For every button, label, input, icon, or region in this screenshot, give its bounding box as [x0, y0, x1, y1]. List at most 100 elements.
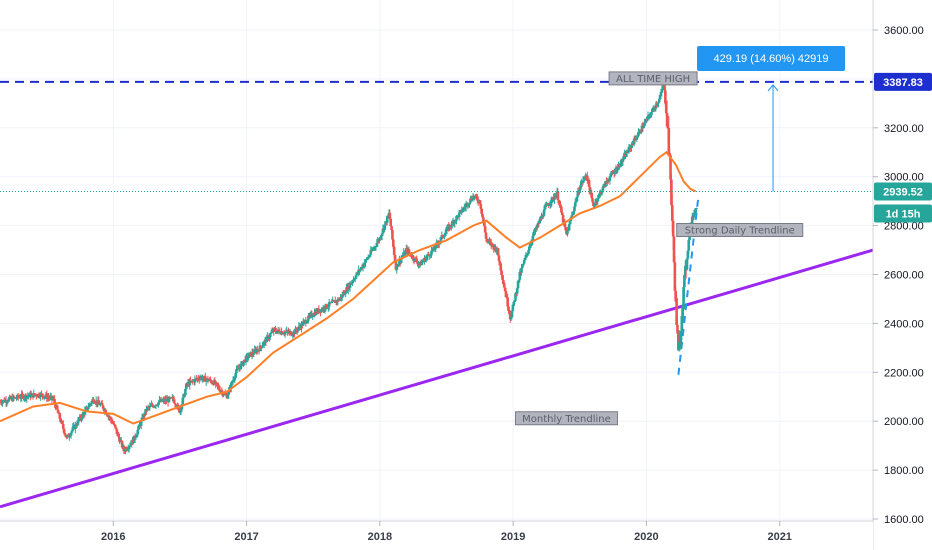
price-tick-label: 3200.00	[884, 123, 924, 135]
candle-body	[567, 230, 570, 232]
candle-body	[62, 428, 66, 434]
candle-body	[497, 255, 501, 262]
candle-body	[48, 396, 52, 399]
price-tag-bg	[874, 182, 932, 201]
candle-body	[282, 333, 286, 335]
candle-body	[478, 200, 482, 204]
candle-body	[692, 213, 696, 218]
candle-body	[160, 399, 164, 402]
candle-body	[202, 376, 205, 379]
candle-body	[269, 332, 273, 334]
candle-body	[601, 186, 605, 191]
candle-body	[204, 379, 208, 382]
candle-body	[297, 326, 301, 329]
candle-body	[572, 211, 575, 214]
price-tick-label: 2200.00	[884, 367, 924, 379]
candle-body	[502, 283, 506, 288]
candle-body	[640, 125, 644, 132]
candle-body	[528, 244, 532, 249]
candle-body	[344, 292, 347, 294]
candle-body	[286, 330, 289, 332]
candle-body	[302, 320, 306, 322]
candle-body	[341, 294, 345, 296]
candle-body	[33, 393, 36, 395]
candle-body	[262, 341, 266, 345]
candle-body	[325, 304, 328, 308]
candle-body	[592, 202, 595, 207]
candle-body	[136, 429, 140, 435]
candle-body	[43, 396, 47, 398]
candle-body	[93, 402, 97, 404]
monthly-trendline	[0, 248, 874, 509]
time-axis[interactable]: 2016 2017 2018 2019 2020 2021	[101, 521, 792, 543]
candle-body	[144, 409, 147, 415]
candle-body	[294, 328, 297, 334]
candle-body	[433, 248, 437, 250]
candle-body	[310, 313, 314, 317]
candle-body	[434, 243, 438, 249]
candle-body	[680, 316, 684, 331]
candle-body	[80, 418, 83, 420]
candle-body	[65, 436, 69, 438]
candle-body	[14, 397, 17, 399]
candle-body	[467, 204, 470, 206]
candle-body	[353, 278, 357, 280]
candle-body	[518, 271, 522, 280]
candle-body	[590, 192, 594, 199]
candle-body	[523, 258, 527, 261]
candle-body	[504, 291, 508, 297]
candle-body	[201, 378, 205, 380]
candle-body	[311, 316, 315, 318]
candle-body	[676, 324, 679, 334]
candle-body	[277, 329, 281, 331]
candle-body	[354, 275, 358, 279]
candle-body	[22, 395, 25, 399]
candle-body	[89, 403, 93, 405]
price-axis-bg	[874, 0, 932, 550]
candle-body	[226, 394, 230, 399]
candle-body	[304, 320, 308, 324]
candle-body	[283, 332, 287, 334]
candle-body	[499, 263, 503, 271]
candle-body	[469, 198, 472, 203]
candle-body	[217, 385, 220, 387]
candle-body	[515, 293, 518, 295]
candle-body	[70, 430, 74, 433]
price-tick-label: 2400.00	[884, 318, 924, 330]
candle-body	[408, 252, 412, 254]
candle-body	[534, 227, 537, 233]
candle-body	[517, 279, 521, 281]
candle-body	[643, 122, 646, 127]
time-tick-label: 2019	[501, 531, 525, 543]
candle-body	[576, 191, 580, 197]
candle-body	[573, 202, 577, 207]
candle-body	[207, 380, 211, 382]
candle-body	[63, 433, 67, 435]
candle-body	[75, 424, 79, 426]
candle-body	[653, 108, 657, 110]
candle-body	[632, 138, 636, 145]
candle-body	[564, 227, 568, 231]
candle-body	[74, 424, 77, 430]
candle-body	[351, 281, 354, 283]
candle-body	[355, 272, 359, 276]
candle-body	[281, 331, 284, 334]
candle-body	[415, 258, 419, 262]
candle-body	[206, 378, 210, 382]
candle-body	[626, 151, 630, 153]
candle-body	[126, 448, 130, 450]
candle-body	[127, 446, 131, 449]
candle-body	[298, 326, 302, 328]
candle-body	[489, 242, 493, 246]
candle-body	[654, 104, 658, 109]
candle-body	[92, 399, 95, 403]
candle-body	[367, 256, 371, 258]
candle-body	[22, 397, 26, 399]
candle-body	[198, 377, 202, 380]
candle-body	[388, 212, 392, 219]
candle-body	[343, 291, 347, 294]
candle-body	[609, 173, 613, 178]
candle-body	[232, 379, 236, 381]
candle-body	[631, 144, 635, 146]
